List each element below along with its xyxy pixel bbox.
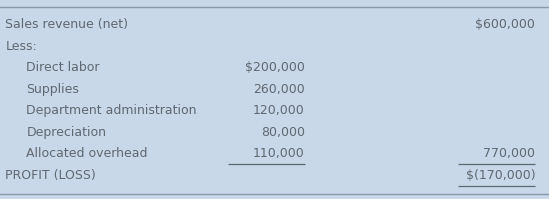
Text: 260,000: 260,000 (253, 83, 305, 96)
Text: 770,000: 770,000 (483, 147, 535, 160)
Text: Department administration: Department administration (26, 104, 197, 117)
Text: Supplies: Supplies (26, 83, 79, 96)
Text: Sales revenue (net): Sales revenue (net) (5, 18, 128, 31)
Text: $(170,000): $(170,000) (466, 169, 535, 182)
Text: Allocated overhead: Allocated overhead (26, 147, 148, 160)
Text: $600,000: $600,000 (475, 18, 535, 31)
Text: $200,000: $200,000 (245, 61, 305, 74)
Text: Less:: Less: (5, 40, 37, 53)
Text: 120,000: 120,000 (253, 104, 305, 117)
Text: PROFIT (LOSS): PROFIT (LOSS) (5, 169, 96, 182)
Text: 80,000: 80,000 (261, 126, 305, 139)
Text: Depreciation: Depreciation (26, 126, 107, 139)
Text: 110,000: 110,000 (253, 147, 305, 160)
Text: Direct labor: Direct labor (26, 61, 100, 74)
